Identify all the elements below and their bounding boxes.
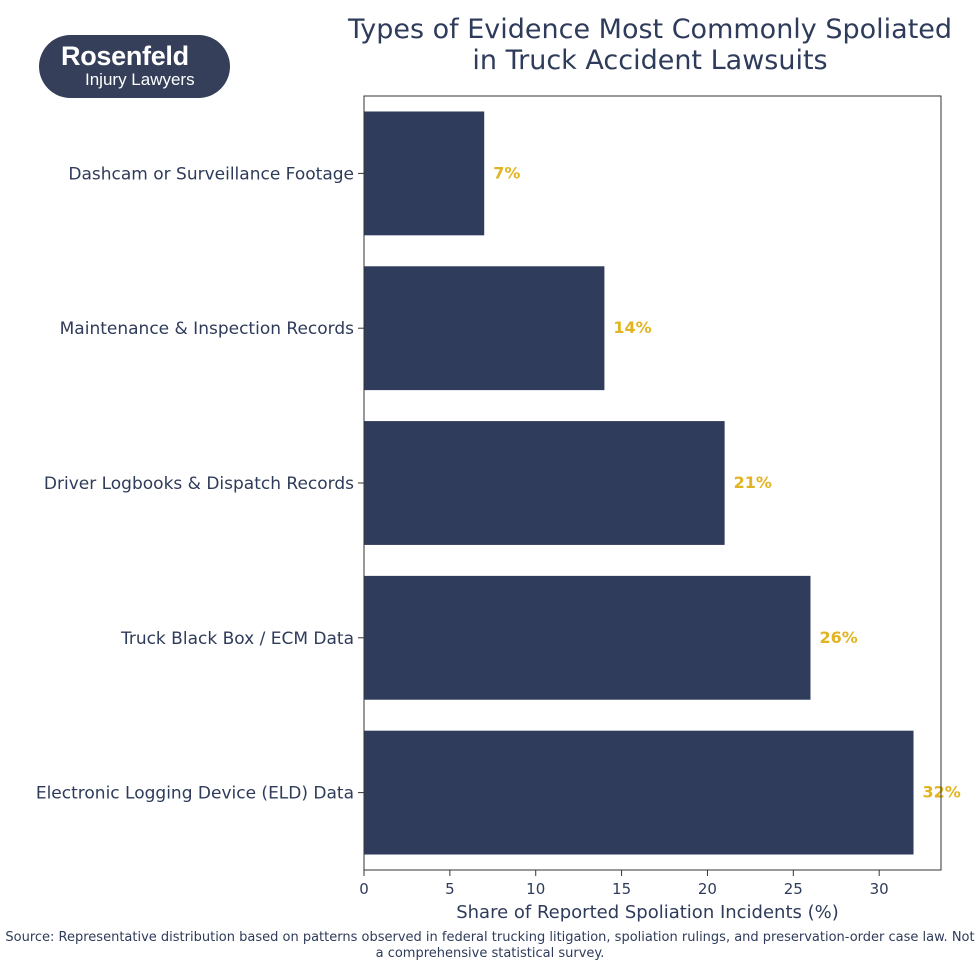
logo-tagline: Injury Lawyers (85, 70, 195, 89)
x-axis-label: Share of Reported Spoliation Incidents (… (456, 902, 839, 923)
rosenfeld-logo: Rosenfeld Injury Lawyers (39, 35, 230, 98)
bar-value-label: 32% (923, 783, 961, 802)
chart-title: Types of Evidence Most Commonly Spoliate… (347, 14, 953, 76)
y-tick-label: Dashcam or Surveillance Footage (68, 164, 354, 184)
x-tick-label: 0 (359, 880, 369, 898)
bar (364, 421, 725, 545)
bar-value-label: 26% (819, 628, 857, 647)
bar-chart: Dashcam or Surveillance Footage 7% Mainten… (36, 95, 961, 923)
bar (364, 266, 605, 391)
x-tick-label: 15 (612, 880, 631, 898)
bar (364, 111, 485, 236)
y-tick-label: Maintenance & Inspection Records (60, 319, 354, 339)
bar-value-label: 21% (734, 473, 772, 492)
x-tick-label: 10 (526, 880, 545, 898)
bar-value-label: 14% (613, 318, 651, 337)
y-tick-label: Driver Logbooks & Dispatch Records (44, 474, 354, 494)
x-tick-label: 30 (870, 880, 889, 898)
y-tick-label: Truck Black Box / ECM Data (120, 629, 354, 649)
logo-brand-text: Rosenfeld (61, 41, 189, 71)
x-tick-label: 25 (784, 880, 803, 898)
bar (364, 575, 811, 700)
x-tick-label: 20 (698, 880, 717, 898)
plot-frame (363, 95, 942, 871)
bar (364, 730, 914, 855)
source-note: Source: Representative distribution base… (5, 930, 975, 961)
bar-value-label: 7% (493, 163, 520, 182)
x-tick-label: 5 (445, 880, 455, 898)
y-tick-label: Electronic Logging Device (ELD) Data (36, 784, 354, 804)
